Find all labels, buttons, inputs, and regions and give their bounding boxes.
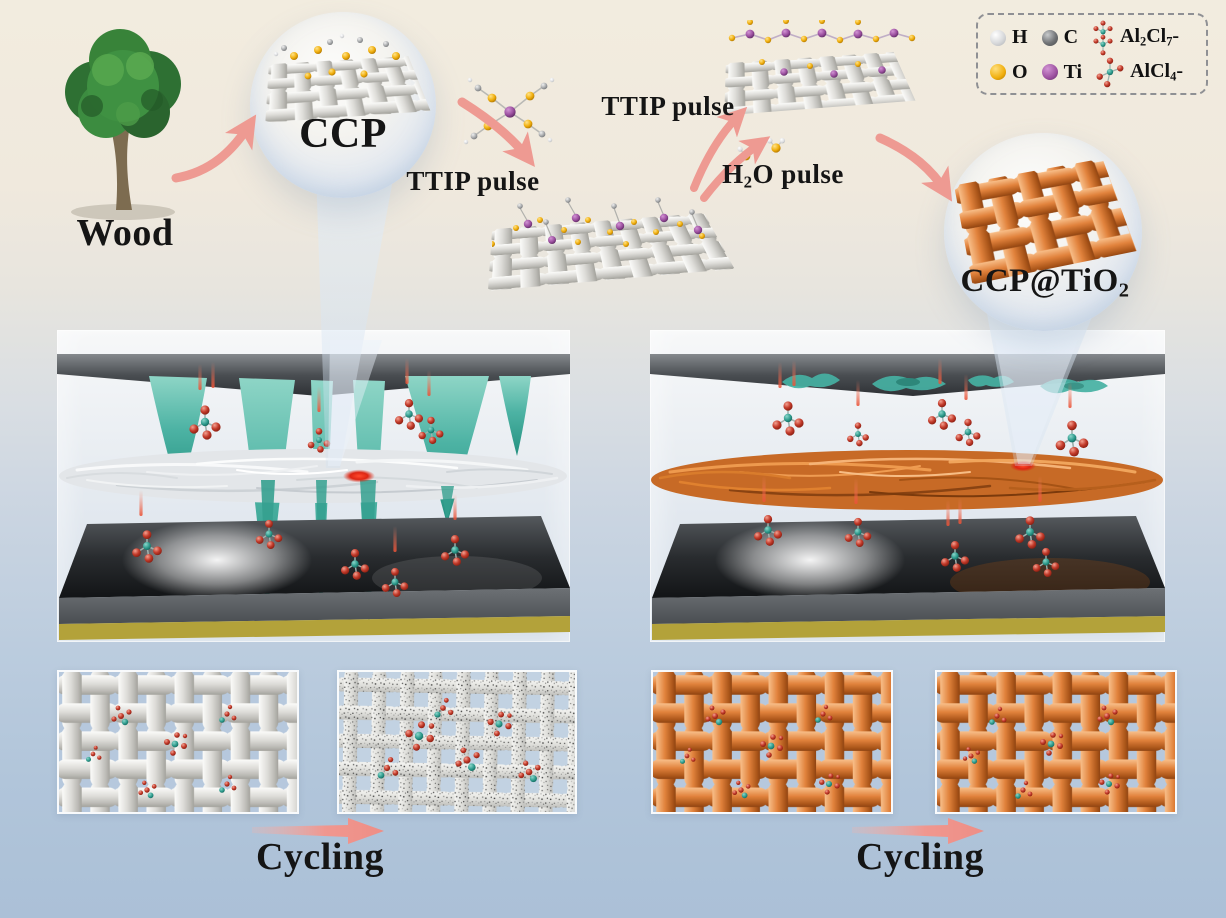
arrow-to-ccp-tio2	[875, 133, 953, 202]
ttip-molecule	[463, 77, 555, 145]
cell-panel-ccp	[57, 330, 570, 642]
h2o-pulse-label: H2O pulse	[722, 159, 844, 192]
legend-ti-label: Ti	[1063, 60, 1083, 83]
h-sphere-icon	[990, 29, 1006, 46]
ccp-before-cycling-panel	[57, 670, 299, 814]
ccp-before-weave	[59, 672, 297, 812]
legend-o-label: O	[1012, 60, 1028, 83]
ccp-tio2-label: CCP@TiO2	[960, 263, 1130, 302]
wood-label: Wood	[76, 212, 174, 254]
cycling-label-right: Cycling	[855, 836, 985, 878]
legend-row-1: H C Al2Cl7-	[990, 20, 1194, 56]
legend-item-ti: Ti	[1041, 60, 1083, 84]
ccp-after-weave-degraded	[339, 672, 575, 812]
tree-canopy	[65, 29, 181, 138]
bottom-electrode	[652, 516, 1165, 640]
cell-ccp-scene	[57, 354, 570, 640]
legend-alcl4-label: AlCl4-	[1130, 60, 1183, 84]
c-sphere-icon	[1041, 29, 1058, 46]
hotspot-red	[1010, 460, 1036, 472]
tio2-weave-illustration	[954, 158, 1137, 285]
legend-row-2: O Ti AlCl4-	[990, 56, 1194, 88]
ccp-ttip-weave-illustration	[487, 213, 735, 291]
cycling-label-left: Cycling	[255, 836, 385, 878]
legend-c-label: C	[1063, 26, 1079, 49]
legend-item-al2cl7: Al2Cl7-	[1092, 20, 1179, 56]
bottom-electrode	[59, 516, 570, 640]
cell-panel-ccp-tio2	[650, 330, 1165, 642]
cell-tio2-scene	[650, 354, 1165, 640]
ccp-tiox-weave-illustration	[724, 51, 916, 116]
separator-tio2	[651, 450, 1163, 510]
wood-tree-illustration	[65, 29, 181, 220]
top-electrode-plate	[57, 354, 570, 396]
tree-trunk	[110, 124, 132, 210]
tio2-before-weave	[653, 672, 891, 812]
al2cl7-molecule-icon	[1093, 20, 1113, 56]
ttip-pulse-label-2: TTIP pulse	[601, 91, 735, 121]
ttip-pulse-label-1: TTIP pulse	[406, 166, 540, 196]
separator-ccp	[59, 449, 567, 503]
legend-item-c: C	[1041, 26, 1079, 49]
hotspot-red	[343, 469, 375, 483]
o-sphere-icon	[990, 64, 1006, 81]
ti-sphere-icon	[1041, 64, 1058, 81]
legend-box: H C Al2Cl7-	[976, 13, 1208, 95]
tio2-after-cycling-panel	[935, 670, 1177, 814]
legend-item-o: O	[990, 61, 1028, 84]
legend-item-alcl4: AlCl4-	[1096, 56, 1183, 88]
gold-layer	[652, 616, 1165, 640]
gold-layer	[59, 616, 570, 640]
tio2-before-cycling-panel	[651, 670, 893, 814]
ccp-after-cycling-panel	[337, 670, 577, 814]
legend-al2cl7-label: Al2Cl7-	[1120, 25, 1180, 49]
ccp-label: CCP	[299, 111, 387, 157]
alcl4-molecule-icon	[1096, 57, 1124, 88]
legend-h-label: H	[1012, 26, 1028, 49]
tio2-after-weave	[937, 672, 1175, 812]
legend-item-h: H	[990, 26, 1028, 49]
